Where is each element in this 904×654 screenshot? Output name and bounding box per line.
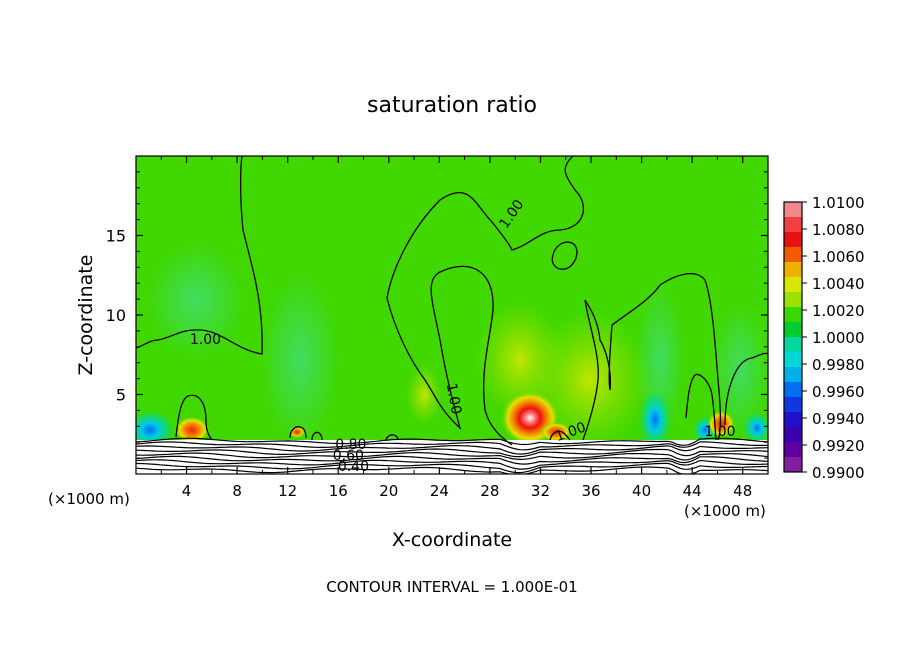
- contour-line: [289, 426, 307, 439]
- contour-line: [582, 299, 613, 441]
- x-tick-label: 4: [182, 482, 192, 500]
- colorbar-label: 1.0060: [812, 248, 865, 266]
- x-unit-left: (×1000 m): [48, 490, 130, 508]
- y-tick-label: 15: [106, 227, 126, 246]
- x-tick-label: 36: [581, 482, 600, 500]
- colorbar-swatch: [784, 322, 802, 338]
- y-axis: 5 10 15: [106, 171, 768, 459]
- colorbar-swatch: [784, 202, 802, 218]
- colorbar-swatch: [784, 217, 802, 233]
- colorbar-label: 0.9920: [812, 437, 865, 455]
- x-tick-label: 28: [480, 482, 499, 500]
- colorbar-label: 0.9980: [812, 356, 865, 374]
- contour-line: [724, 352, 768, 426]
- colorbar-swatch: [784, 292, 802, 308]
- terrain-contour-line: [136, 444, 768, 455]
- colorbar-label: 1.0000: [812, 329, 865, 347]
- colorbar-swatch: [784, 277, 802, 293]
- contour-line: [551, 241, 578, 270]
- colorbar-label: 1.0080: [812, 221, 865, 239]
- x-axis: 4 8 12 16 20 24 28 32 36 40 44 48: [160, 156, 752, 500]
- y-tick-label: 5: [116, 386, 126, 405]
- contour-lines: [136, 156, 768, 446]
- x-tick-label: 32: [531, 482, 550, 500]
- colorbar-swatch: [784, 442, 802, 458]
- x-tick-label: 44: [683, 482, 702, 500]
- terrain-contour-line: [136, 462, 768, 474]
- chart-title: saturation ratio: [367, 93, 537, 118]
- colorbar-label: 1.0020: [812, 302, 865, 320]
- colorbar-label: 1.0040: [812, 275, 865, 293]
- colorbar-swatch: [784, 337, 802, 353]
- terrain-contour-line: [136, 437, 768, 446]
- contour-line: [549, 430, 571, 441]
- colorbar-swatch: [784, 382, 802, 398]
- contour-label: 0.80: [335, 437, 366, 453]
- y-axis-label: Z-coordinate: [75, 255, 97, 376]
- x-tick-label: 8: [232, 482, 242, 500]
- colorbar-swatch: [784, 367, 802, 383]
- field-shading: [136, 240, 768, 450]
- contour-interval-note: CONTOUR INTERVAL = 1.000E-01: [326, 578, 577, 596]
- x-tick-label: 12: [278, 482, 297, 500]
- x-tick-label: 24: [430, 482, 449, 500]
- terrain-contour-line: [136, 448, 768, 458]
- colorbar-swatch: [784, 352, 802, 368]
- colorbar-label: 0.9960: [812, 383, 865, 401]
- colorbar-swatch: [784, 262, 802, 278]
- colorbar-swatch: [784, 232, 802, 248]
- colorbar-swatch: [784, 247, 802, 263]
- colorbar-label: 1.0100: [812, 194, 865, 212]
- terrain-contour-line: [136, 441, 768, 451]
- colorbar-swatch: [784, 457, 802, 473]
- terrain-contour-line: [136, 466, 768, 474]
- x-tick-label: 20: [379, 482, 398, 500]
- colorbar-swatch: [784, 427, 802, 443]
- contour-line: [136, 156, 263, 355]
- colorbar-label: 0.9900: [812, 464, 865, 482]
- x-tick-label: 16: [329, 482, 348, 500]
- contour-label: 1.00: [190, 332, 221, 348]
- contour-line: [175, 394, 213, 440]
- x-tick-label: 40: [632, 482, 651, 500]
- terrain-contour-line: [136, 455, 768, 465]
- colorbar-label: 0.9940: [812, 410, 865, 428]
- x-unit-right: (×1000 m): [684, 502, 766, 520]
- contour-label: 1.00: [704, 424, 735, 440]
- contour-line: [385, 434, 399, 441]
- contour-label: 1.00: [443, 382, 464, 415]
- terrain-contour-line: [136, 452, 768, 461]
- colorbar: 1.0100 1.0080 1.0060 1.0040 1.0020 1.0000 0.99…: [783, 194, 865, 482]
- contour-line: [386, 265, 513, 446]
- contour-line: [386, 156, 584, 299]
- contour-label: 0.40: [338, 459, 369, 475]
- contour-label: 0.60: [333, 448, 364, 464]
- contour-line: [611, 273, 721, 441]
- colorbar-swatch: [784, 307, 802, 323]
- terrain-contours: [136, 437, 768, 474]
- x-tick-label: 48: [733, 482, 752, 500]
- plot-area: 1.001.001.001.00 1.000.800.600.40: [136, 156, 768, 475]
- contour-line: [311, 431, 323, 441]
- colorbar-swatch: [784, 397, 802, 413]
- y-tick-label: 10: [106, 306, 126, 325]
- contour-line: [685, 373, 717, 441]
- colorbar-swatch: [784, 412, 802, 428]
- terrain-contour-line: [136, 459, 768, 470]
- x-axis-label: X-coordinate: [392, 529, 512, 551]
